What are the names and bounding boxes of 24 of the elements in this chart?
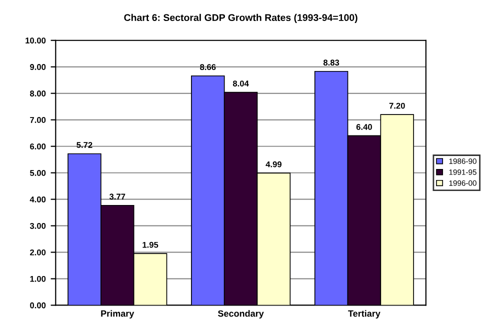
data-label: 5.72 — [76, 142, 92, 148]
x-tick-label: Tertiary — [348, 310, 380, 319]
data-label: 3.77 — [109, 194, 126, 200]
y-tick-label: 1.00 — [30, 276, 46, 282]
x-tick-label: Secondary — [218, 310, 264, 319]
data-label: 8.83 — [323, 60, 340, 66]
data-label: 8.66 — [200, 64, 216, 70]
data-label: 7.20 — [389, 102, 405, 109]
y-tick-label: 8.00 — [30, 90, 46, 96]
y-tick-label: 9.00 — [30, 64, 46, 70]
x-tick-label: Primary — [101, 310, 134, 319]
chart-title: Chart 6: Sectoral GDP Growth Rates (1993-94=100) — [124, 14, 358, 23]
data-label: 6.40 — [356, 124, 372, 130]
y-tick-label: 3.00 — [30, 222, 46, 229]
data-label: 1.95 — [142, 242, 158, 248]
y-tick-label: 7.00 — [30, 117, 46, 123]
data-label: 4.99 — [266, 161, 282, 168]
y-tick-label: 5.00 — [30, 170, 46, 176]
y-tick-label: 2.00 — [30, 249, 46, 256]
data-label: 8.04 — [232, 80, 249, 86]
y-tick-label: 6.00 — [30, 144, 46, 150]
y-tick-label: 0.00 — [30, 302, 46, 308]
y-tick-label: 10.00 — [26, 38, 46, 44]
y-tick-label: 4.00 — [30, 196, 46, 202]
